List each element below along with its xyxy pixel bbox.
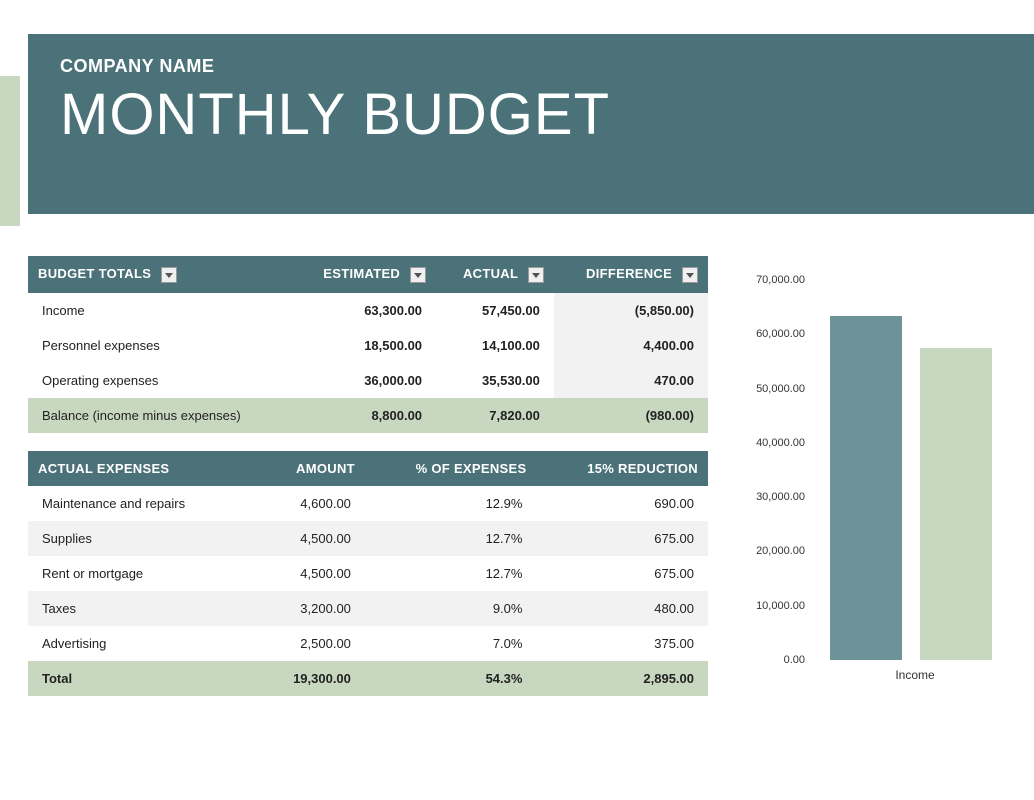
cell-pct: 7.0% <box>365 626 537 661</box>
col-label: ACTUAL EXPENSES <box>38 461 169 476</box>
cell-amount: 4,500.00 <box>252 556 365 591</box>
table-row: Maintenance and repairs 4,600.00 12.9% 6… <box>28 486 708 521</box>
cell-difference: (5,850.00) <box>554 293 708 328</box>
cell-reduction: 690.00 <box>536 486 708 521</box>
cell-label: Operating expenses <box>28 363 293 398</box>
filter-button[interactable] <box>410 267 426 283</box>
col-actual: ACTUAL <box>436 256 554 293</box>
cell-reduction: 675.00 <box>536 521 708 556</box>
chart-y-tick: 50,000.00 <box>756 383 805 395</box>
balance-row: Balance (income minus expenses) 8,800.00… <box>28 398 708 433</box>
actual-expenses-table: ACTUAL EXPENSES AMOUNT % OF EXPENSES 15%… <box>28 451 708 696</box>
cell-amount: 2,500.00 <box>252 626 365 661</box>
company-name: COMPANY NAME <box>60 56 1002 77</box>
cell-amount: 19,300.00 <box>252 661 365 696</box>
col-label: % OF EXPENSES <box>416 461 527 476</box>
col-actual-expenses: ACTUAL EXPENSES <box>28 451 252 486</box>
col-estimated: ESTIMATED <box>293 256 436 293</box>
header-banner: COMPANY NAME MONTHLY BUDGET <box>28 34 1034 214</box>
cell-amount: 4,500.00 <box>252 521 365 556</box>
chart-plot <box>820 280 1010 660</box>
cell-reduction: 2,895.00 <box>536 661 708 696</box>
cell-reduction: 675.00 <box>536 556 708 591</box>
accent-strip <box>0 76 20 226</box>
col-reduction: 15% REDUCTION <box>536 451 708 486</box>
cell-actual: 7,820.00 <box>436 398 554 433</box>
budget-totals-body: Income 63,300.00 57,450.00 (5,850.00) Pe… <box>28 293 708 433</box>
total-row: Total 19,300.00 54.3% 2,895.00 <box>28 661 708 696</box>
actual-expenses-body: Maintenance and repairs 4,600.00 12.9% 6… <box>28 486 708 696</box>
chart-y-tick: 60,000.00 <box>756 328 805 340</box>
chart-y-tick: 40,000.00 <box>756 437 805 449</box>
cell-pct: 54.3% <box>365 661 537 696</box>
table-row: Taxes 3,200.00 9.0% 480.00 <box>28 591 708 626</box>
cell-amount: 4,600.00 <box>252 486 365 521</box>
cell-estimated: 36,000.00 <box>293 363 436 398</box>
chart-y-tick: 0.00 <box>784 654 805 666</box>
col-label: BUDGET TOTALS <box>38 266 151 281</box>
table-row: Supplies 4,500.00 12.7% 675.00 <box>28 521 708 556</box>
cell-pct: 12.7% <box>365 556 537 591</box>
cell-reduction: 480.00 <box>536 591 708 626</box>
cell-label: Balance (income minus expenses) <box>28 398 293 433</box>
table-row: Rent or mortgage 4,500.00 12.7% 675.00 <box>28 556 708 591</box>
cell-label: Rent or mortgage <box>28 556 252 591</box>
col-amount: AMOUNT <box>252 451 365 486</box>
col-label: ACTUAL <box>463 266 518 281</box>
table-row: Operating expenses 36,000.00 35,530.00 4… <box>28 363 708 398</box>
chart-y-tick: 30,000.00 <box>756 491 805 503</box>
chart-y-tick: 10,000.00 <box>756 600 805 612</box>
chart-bar <box>920 348 992 660</box>
col-budget-totals: BUDGET TOTALS <box>28 256 293 293</box>
col-label: 15% REDUCTION <box>587 461 698 476</box>
cell-amount: 3,200.00 <box>252 591 365 626</box>
content: BUDGET TOTALS ESTIMATED ACTUAL DIFFERENC… <box>28 256 708 714</box>
cell-label: Advertising <box>28 626 252 661</box>
table-row: Personnel expenses 18,500.00 14,100.00 4… <box>28 328 708 363</box>
cell-actual: 14,100.00 <box>436 328 554 363</box>
income-bar-chart: 0.00 10,000.00 20,000.00 30,000.00 40,000.00… <box>740 280 1020 730</box>
cell-label: Total <box>28 661 252 696</box>
chart-x-label: Income <box>820 668 1010 682</box>
chart-y-axis: 0.0010,000.0020,000.0030,000.0040,000.00… <box>740 280 805 660</box>
cell-pct: 12.9% <box>365 486 537 521</box>
col-label: AMOUNT <box>296 461 355 476</box>
cell-reduction: 375.00 <box>536 626 708 661</box>
cell-estimated: 18,500.00 <box>293 328 436 363</box>
cell-actual: 57,450.00 <box>436 293 554 328</box>
filter-button[interactable] <box>528 267 544 283</box>
table-row: Income 63,300.00 57,450.00 (5,850.00) <box>28 293 708 328</box>
cell-estimated: 63,300.00 <box>293 293 436 328</box>
col-label: ESTIMATED <box>323 266 400 281</box>
col-difference: DIFFERENCE <box>554 256 708 293</box>
table-row: Advertising 2,500.00 7.0% 375.00 <box>28 626 708 661</box>
cell-label: Taxes <box>28 591 252 626</box>
cell-difference: (980.00) <box>554 398 708 433</box>
cell-label: Maintenance and repairs <box>28 486 252 521</box>
chart-bar <box>830 316 902 660</box>
chart-y-tick: 20,000.00 <box>756 545 805 557</box>
col-pct: % OF EXPENSES <box>365 451 537 486</box>
col-label: DIFFERENCE <box>586 266 672 281</box>
budget-totals-table: BUDGET TOTALS ESTIMATED ACTUAL DIFFERENC… <box>28 256 708 433</box>
page-title: MONTHLY BUDGET <box>60 81 1002 148</box>
cell-estimated: 8,800.00 <box>293 398 436 433</box>
cell-difference: 470.00 <box>554 363 708 398</box>
cell-label: Personnel expenses <box>28 328 293 363</box>
chart-y-tick: 70,000.00 <box>756 274 805 286</box>
filter-button[interactable] <box>161 267 177 283</box>
cell-label: Supplies <box>28 521 252 556</box>
cell-pct: 9.0% <box>365 591 537 626</box>
filter-button[interactable] <box>682 267 698 283</box>
cell-pct: 12.7% <box>365 521 537 556</box>
cell-label: Income <box>28 293 293 328</box>
cell-difference: 4,400.00 <box>554 328 708 363</box>
cell-actual: 35,530.00 <box>436 363 554 398</box>
